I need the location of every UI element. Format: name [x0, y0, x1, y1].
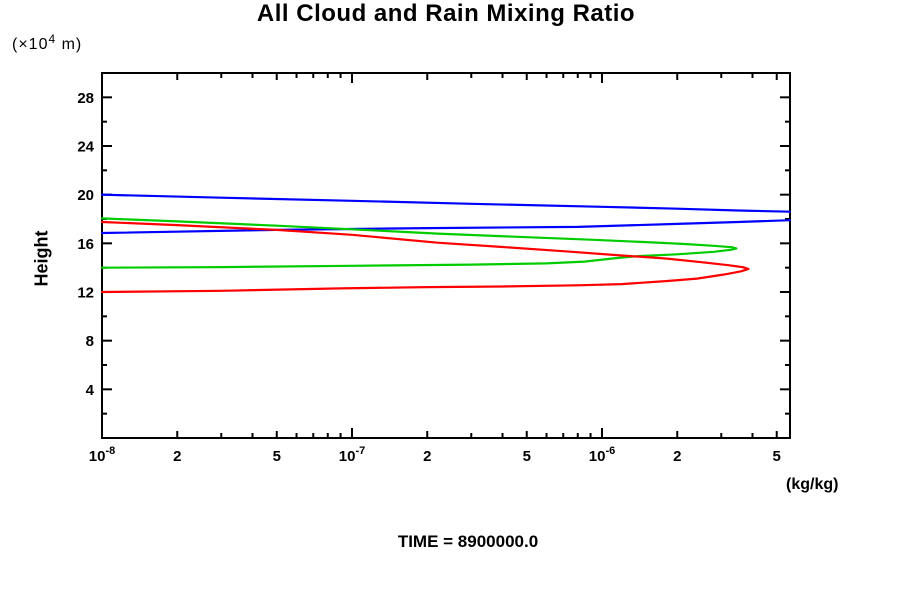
y-tick-label: 16 [77, 236, 94, 253]
x-tick-label: 10-6 [589, 445, 615, 465]
y-units-suffix: m) [56, 36, 83, 53]
x-tick-label: 2 [673, 448, 681, 465]
y-tick-label: 4 [86, 382, 95, 399]
series-red-line [100, 220, 750, 294]
y-tick-label: 24 [77, 139, 94, 156]
y-axis-units-label: (×104 m) [12, 32, 83, 54]
x-tick-label: 10-7 [339, 445, 365, 465]
y-tick-labels: 4 8 12 16 20 24 28 [77, 90, 94, 399]
y-units-exponent: 4 [48, 32, 57, 46]
x-tick-label: 5 [773, 448, 781, 465]
x-axis-units-label: (kg/kg) [786, 476, 839, 493]
x-tick-label: 5 [273, 448, 281, 465]
y-tick-label: 20 [77, 187, 94, 204]
y-axis-title: Height [31, 230, 52, 287]
x-axis-ticks [101, 73, 778, 438]
x-tick-label: 10-8 [89, 445, 115, 465]
plot-frame [101, 72, 791, 439]
time-label: TIME = 8900000.0 [397, 532, 539, 551]
chart-title: All Cloud and Rain Mixing Ratio [256, 0, 636, 27]
x-tick-labels: 10-8 2 5 10-7 2 5 10-6 2 5 [89, 445, 781, 465]
series-blue-line [100, 193, 792, 213]
x-tick-label: 2 [173, 448, 181, 465]
y-axis-ticks [102, 96, 790, 415]
y-tick-label: 8 [86, 333, 94, 350]
y-units-prefix: (×10 [12, 36, 49, 53]
y-tick-label: 28 [77, 90, 94, 107]
y-tick-label: 12 [77, 285, 94, 302]
x-tick-label: 2 [423, 448, 431, 465]
x-tick-label: 5 [523, 448, 531, 465]
series-green-line [100, 217, 738, 269]
